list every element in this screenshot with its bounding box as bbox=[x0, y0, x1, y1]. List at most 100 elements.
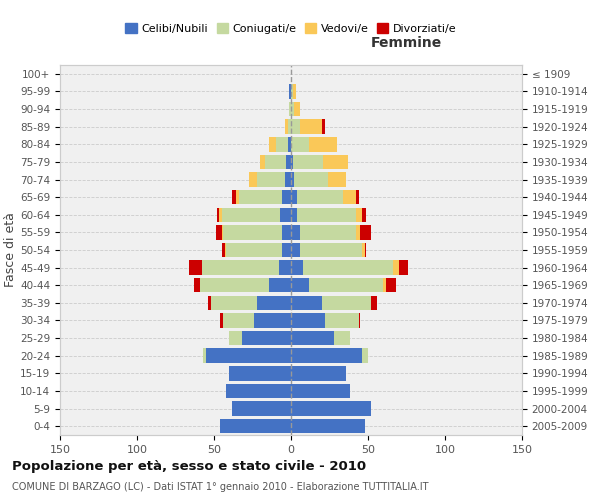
Bar bbox=[289, 84, 291, 98]
Bar bbox=[371, 296, 377, 310]
Bar bbox=[291, 208, 297, 222]
Bar bbox=[365, 243, 367, 257]
Bar bbox=[265, 154, 286, 169]
Bar bbox=[323, 154, 348, 169]
Bar bbox=[356, 225, 360, 240]
Bar bbox=[254, 314, 291, 328]
Bar bbox=[239, 190, 282, 204]
Bar bbox=[229, 366, 291, 380]
Bar bbox=[356, 190, 359, 204]
Bar bbox=[285, 172, 291, 186]
Bar bbox=[282, 243, 291, 257]
Bar bbox=[282, 190, 291, 204]
Bar bbox=[386, 278, 396, 292]
Bar bbox=[291, 314, 325, 328]
Bar bbox=[294, 102, 300, 117]
Bar bbox=[291, 120, 300, 134]
Bar bbox=[220, 419, 291, 434]
Bar bbox=[291, 102, 294, 117]
Text: COMUNE DI BARZAGO (LC) - Dati ISTAT 1° gennaio 2010 - Elaborazione TUTTITALIA.IT: COMUNE DI BARZAGO (LC) - Dati ISTAT 1° g… bbox=[12, 482, 428, 492]
Bar bbox=[383, 278, 386, 292]
Bar bbox=[334, 331, 350, 345]
Y-axis label: Anni di nascita: Anni di nascita bbox=[597, 204, 600, 296]
Bar bbox=[200, 278, 269, 292]
Bar bbox=[202, 260, 278, 275]
Bar bbox=[226, 243, 282, 257]
Bar bbox=[343, 190, 356, 204]
Bar bbox=[399, 260, 408, 275]
Bar bbox=[217, 208, 218, 222]
Bar bbox=[322, 296, 371, 310]
Bar bbox=[260, 154, 265, 169]
Bar bbox=[275, 137, 288, 152]
Bar bbox=[392, 260, 399, 275]
Bar bbox=[285, 120, 288, 134]
Bar bbox=[242, 331, 291, 345]
Bar bbox=[291, 384, 350, 398]
Bar bbox=[291, 260, 304, 275]
Bar bbox=[220, 314, 223, 328]
Bar bbox=[297, 208, 356, 222]
Bar bbox=[293, 84, 296, 98]
Bar bbox=[269, 278, 291, 292]
Bar bbox=[278, 260, 291, 275]
Bar bbox=[362, 348, 368, 363]
Bar bbox=[291, 296, 322, 310]
Bar bbox=[294, 172, 328, 186]
Bar bbox=[291, 366, 346, 380]
Bar bbox=[362, 243, 365, 257]
Bar bbox=[362, 208, 367, 222]
Bar bbox=[229, 331, 242, 345]
Bar bbox=[280, 208, 291, 222]
Bar bbox=[286, 154, 291, 169]
Bar bbox=[222, 243, 225, 257]
Bar bbox=[291, 225, 300, 240]
Bar bbox=[300, 225, 356, 240]
Bar bbox=[291, 84, 293, 98]
Bar bbox=[257, 296, 291, 310]
Bar bbox=[300, 120, 322, 134]
Bar bbox=[282, 225, 291, 240]
Bar bbox=[291, 172, 294, 186]
Bar bbox=[291, 243, 300, 257]
Bar bbox=[304, 260, 392, 275]
Bar bbox=[288, 120, 291, 134]
Bar bbox=[222, 225, 223, 240]
Bar bbox=[300, 243, 362, 257]
Bar bbox=[291, 278, 310, 292]
Bar bbox=[288, 137, 291, 152]
Bar bbox=[359, 314, 360, 328]
Bar bbox=[223, 225, 282, 240]
Bar bbox=[236, 190, 239, 204]
Bar bbox=[269, 137, 275, 152]
Bar bbox=[211, 296, 257, 310]
Bar bbox=[293, 154, 323, 169]
Bar bbox=[232, 402, 291, 416]
Bar bbox=[232, 190, 236, 204]
Bar bbox=[223, 314, 254, 328]
Text: Femmine: Femmine bbox=[371, 36, 442, 50]
Bar bbox=[291, 402, 371, 416]
Bar bbox=[291, 190, 297, 204]
Bar bbox=[310, 278, 383, 292]
Bar bbox=[215, 225, 222, 240]
Bar bbox=[291, 419, 365, 434]
Bar bbox=[322, 120, 325, 134]
Bar bbox=[218, 208, 222, 222]
Legend: Celibi/Nubili, Coniugati/e, Vedovi/e, Divorziati/e: Celibi/Nubili, Coniugati/e, Vedovi/e, Di… bbox=[121, 19, 461, 38]
Y-axis label: Fasce di età: Fasce di età bbox=[4, 212, 17, 288]
Bar bbox=[360, 225, 371, 240]
Bar bbox=[208, 296, 211, 310]
Bar bbox=[297, 190, 343, 204]
Text: Popolazione per età, sesso e stato civile - 2010: Popolazione per età, sesso e stato civil… bbox=[12, 460, 366, 473]
Bar bbox=[206, 348, 291, 363]
Bar bbox=[325, 314, 359, 328]
Bar bbox=[194, 278, 200, 292]
Bar bbox=[356, 208, 362, 222]
Bar bbox=[328, 172, 346, 186]
Bar bbox=[250, 172, 257, 186]
Bar bbox=[291, 348, 362, 363]
Bar bbox=[203, 348, 206, 363]
Bar bbox=[257, 172, 285, 186]
Bar bbox=[222, 208, 280, 222]
